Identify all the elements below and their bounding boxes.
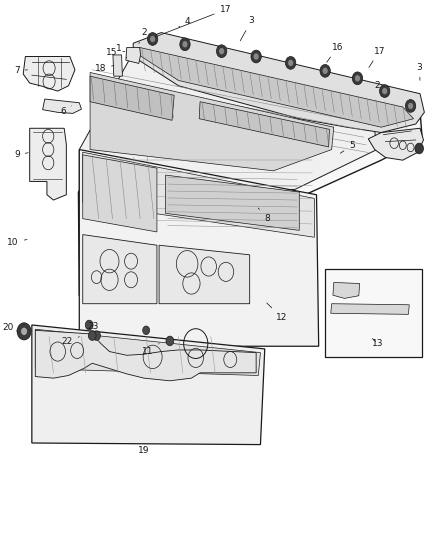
- Polygon shape: [368, 128, 424, 160]
- Text: 16: 16: [327, 43, 343, 62]
- Polygon shape: [83, 155, 157, 232]
- Circle shape: [17, 323, 31, 340]
- Text: 22: 22: [62, 337, 79, 346]
- Polygon shape: [78, 56, 422, 296]
- Polygon shape: [79, 56, 377, 192]
- Text: 20: 20: [2, 323, 18, 332]
- Text: 10: 10: [7, 238, 27, 247]
- Circle shape: [21, 328, 27, 335]
- Circle shape: [88, 331, 96, 341]
- Polygon shape: [23, 56, 75, 91]
- Polygon shape: [32, 325, 265, 445]
- Polygon shape: [331, 304, 409, 314]
- Circle shape: [379, 85, 390, 98]
- Polygon shape: [90, 72, 334, 171]
- Polygon shape: [199, 102, 329, 147]
- Polygon shape: [166, 175, 299, 230]
- Polygon shape: [42, 99, 81, 114]
- Text: 8: 8: [258, 208, 270, 223]
- Text: 1: 1: [116, 44, 127, 58]
- Circle shape: [286, 56, 296, 69]
- Text: 7: 7: [14, 67, 28, 75]
- Polygon shape: [333, 282, 360, 298]
- Text: 3: 3: [240, 17, 254, 41]
- Polygon shape: [35, 330, 256, 381]
- Text: 19: 19: [138, 447, 149, 456]
- Circle shape: [216, 45, 227, 58]
- Text: 18: 18: [95, 64, 114, 73]
- Text: 17: 17: [155, 5, 231, 37]
- Circle shape: [254, 53, 259, 60]
- Polygon shape: [83, 152, 314, 237]
- Circle shape: [148, 33, 158, 45]
- Polygon shape: [113, 55, 123, 76]
- Circle shape: [355, 75, 360, 82]
- Circle shape: [180, 38, 190, 51]
- Circle shape: [93, 331, 100, 341]
- Text: 2: 2: [139, 28, 148, 43]
- Text: 13: 13: [372, 338, 383, 348]
- Polygon shape: [159, 245, 250, 304]
- Circle shape: [143, 326, 150, 335]
- Polygon shape: [126, 47, 141, 63]
- Circle shape: [219, 48, 224, 54]
- Circle shape: [166, 336, 174, 346]
- Text: 9: 9: [14, 150, 28, 159]
- Polygon shape: [35, 329, 261, 375]
- Text: 11: 11: [142, 344, 159, 356]
- Circle shape: [182, 41, 187, 47]
- Circle shape: [251, 50, 261, 63]
- Circle shape: [288, 60, 293, 66]
- Circle shape: [382, 88, 387, 94]
- Polygon shape: [30, 128, 66, 200]
- Polygon shape: [83, 235, 157, 304]
- Circle shape: [352, 72, 363, 85]
- Text: 4: 4: [179, 18, 191, 27]
- Text: 2: 2: [375, 81, 382, 96]
- Polygon shape: [79, 150, 319, 346]
- Polygon shape: [133, 33, 424, 133]
- Circle shape: [408, 103, 413, 109]
- Circle shape: [85, 320, 93, 330]
- Text: 5: 5: [340, 141, 355, 154]
- Polygon shape: [140, 47, 413, 127]
- Circle shape: [150, 36, 155, 42]
- Text: 12: 12: [267, 303, 287, 321]
- Circle shape: [406, 100, 416, 112]
- Circle shape: [322, 68, 328, 74]
- Polygon shape: [90, 76, 174, 120]
- Text: 6: 6: [60, 106, 71, 116]
- Text: 15: 15: [106, 48, 125, 56]
- Text: 17: 17: [369, 47, 385, 68]
- Circle shape: [415, 143, 424, 154]
- Text: 3: 3: [417, 63, 422, 80]
- Bar: [325, 269, 422, 357]
- Circle shape: [320, 64, 330, 77]
- Text: 23: 23: [87, 321, 99, 330]
